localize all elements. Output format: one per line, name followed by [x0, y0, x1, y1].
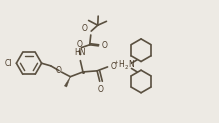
Text: HN: HN: [75, 48, 86, 57]
Text: $\mathregular{^+}$H$_2$N: $\mathregular{^+}$H$_2$N: [111, 59, 135, 72]
Text: Cl: Cl: [5, 59, 12, 68]
Text: O: O: [110, 62, 116, 71]
Text: O: O: [56, 66, 62, 75]
Polygon shape: [64, 77, 70, 87]
Text: O: O: [82, 24, 88, 33]
Text: O: O: [77, 40, 83, 49]
Text: O: O: [102, 41, 108, 50]
Text: O: O: [98, 85, 104, 93]
